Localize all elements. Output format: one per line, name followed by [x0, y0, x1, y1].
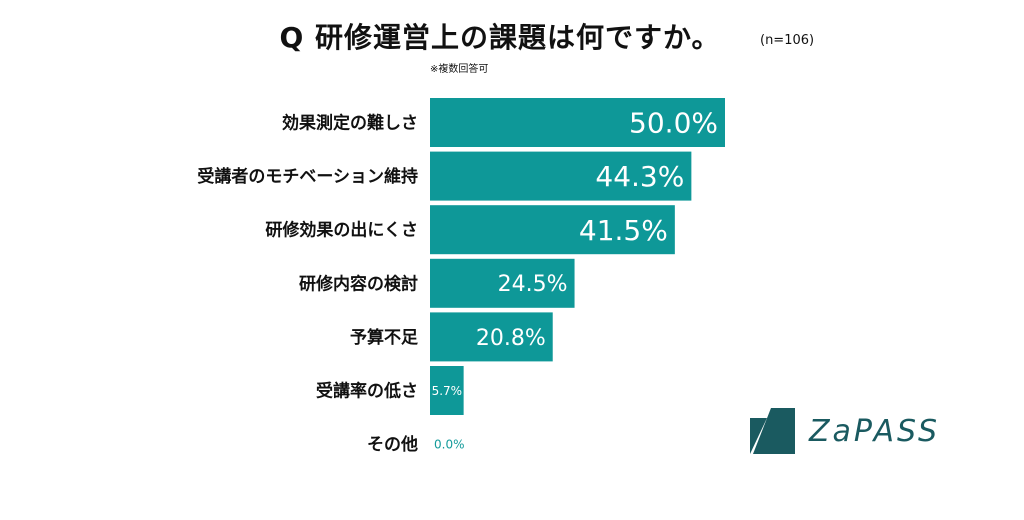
value-label: 20.8% [476, 326, 546, 351]
bar [430, 205, 675, 255]
category-label: 受講率の低さ [316, 381, 418, 402]
sample-size: (n=106) [760, 33, 815, 48]
bar [430, 98, 725, 147]
value-label: 0.0% [434, 437, 465, 451]
zapass-logo-icon [750, 408, 795, 454]
bar [430, 366, 464, 415]
multiple-answer-note: ※複数回答可 [430, 64, 489, 75]
category-label: 予算不足 [350, 327, 418, 348]
logo-text: ZaPASS [809, 414, 941, 449]
category-label: 研修効果の出にくさ [265, 220, 418, 241]
bar [430, 151, 692, 201]
bar [430, 258, 575, 308]
value-label: 41.5% [579, 214, 668, 247]
category-label: 受講者のモチベーション維持 [197, 166, 418, 187]
value-label: 5.7% [432, 384, 463, 398]
value-label: 24.5% [498, 272, 568, 297]
chart-title: Q 研修運営上の課題は何ですか。 [279, 21, 721, 54]
value-label: 44.3% [595, 160, 684, 193]
category-label: その他 [367, 434, 418, 455]
bar [430, 312, 553, 362]
category-label: 研修内容の検討 [299, 273, 418, 294]
value-label: 50.0% [629, 107, 718, 140]
category-label: 効果測定の難しさ [282, 113, 418, 134]
